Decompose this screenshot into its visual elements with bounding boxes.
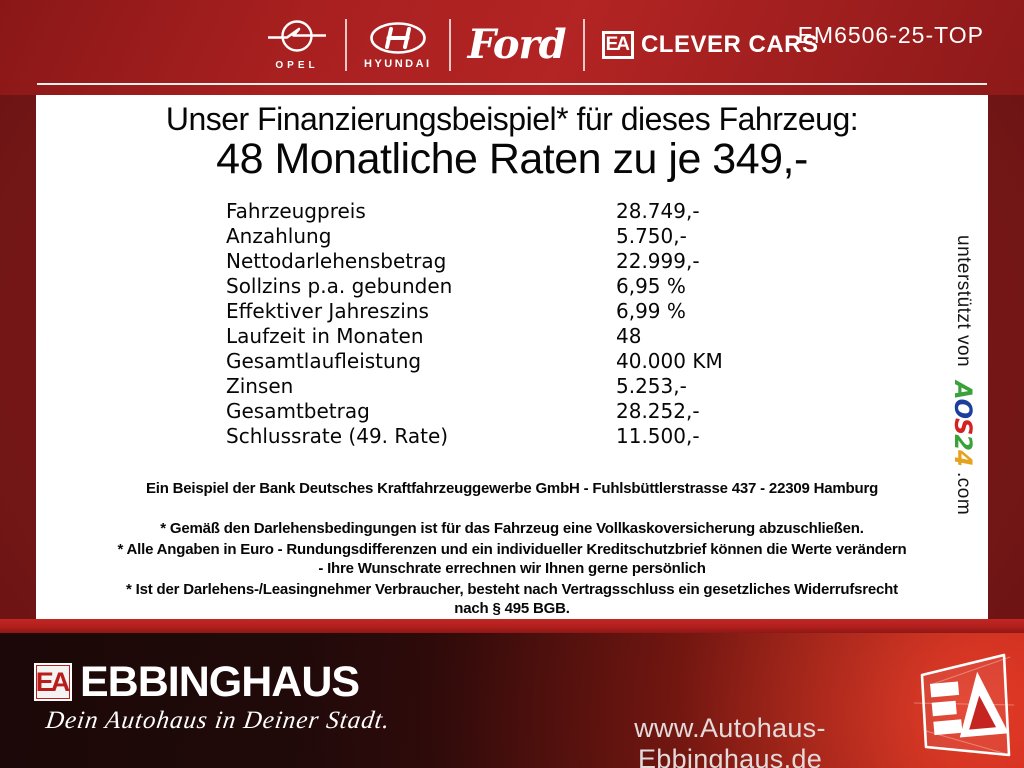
ea-badge-icon: EA bbox=[34, 663, 72, 701]
hyundai-h-icon bbox=[370, 21, 426, 54]
opel-logo: OPEL bbox=[266, 19, 328, 71]
table-row: Anzahlung 5.750,- bbox=[226, 224, 846, 249]
row-label: Sollzins p.a. gebunden bbox=[226, 274, 453, 298]
opel-wordmark: OPEL bbox=[275, 60, 319, 71]
disclaimer: * Alle Angaben in Euro - Rundungsdiffere… bbox=[36, 540, 988, 578]
supported-by-vertical: unterstützt von AOS24 .com bbox=[941, 235, 985, 535]
dealer-logo: EA EBBINGHAUS bbox=[34, 658, 360, 706]
opel-blitz-icon bbox=[268, 20, 326, 52]
row-label: Nettodarlehensbetrag bbox=[226, 249, 447, 273]
dealer-slogan: Dein Autohaus in Deiner Stadt. bbox=[44, 707, 393, 734]
ea-clever-cars-logo: EA CLEVER CARS bbox=[601, 31, 819, 59]
disclaimer-line: nach § 495 BGB. bbox=[454, 600, 570, 617]
table-row: Nettodarlehensbetrag 22.999,- bbox=[226, 249, 846, 274]
finance-table: Fahrzeugpreis 28.749,- Anzahlung 5.750,- N… bbox=[226, 199, 846, 449]
header-bar: OPEL HYUNDAI Ford bbox=[0, 0, 1024, 95]
row-value: 28.749,- bbox=[616, 199, 700, 223]
table-row: Schlussrate (49. Rate) 11.500,- bbox=[226, 424, 846, 449]
table-row: Effektiver Jahreszins 6,99 % bbox=[226, 299, 846, 324]
vehicle-code: EM6506-25-TOP bbox=[797, 22, 984, 48]
footer-bar: EA EBBINGHAUS Dein Autohaus in Deiner St… bbox=[0, 633, 1024, 768]
row-label: Schlussrate (49. Rate) bbox=[226, 424, 449, 448]
aos24-letter: 2 bbox=[949, 434, 977, 451]
disclaimer: * Gemäß den Darlehensbedingungen ist für… bbox=[36, 519, 988, 538]
aos24-letter: O bbox=[949, 398, 977, 419]
disclaimer-block: * Gemäß den Darlehensbedingungen ist für… bbox=[36, 519, 988, 620]
row-value: 5.253,- bbox=[616, 374, 687, 398]
ea-chip-icon: EA bbox=[601, 31, 634, 59]
table-row: Sollzins p.a. gebunden 6,95 % bbox=[226, 274, 846, 299]
table-row: Gesamtlaufleistung 40.000 KM bbox=[226, 349, 846, 374]
ford-logo: Ford bbox=[467, 19, 567, 71]
row-label: Gesamtbetrag bbox=[226, 399, 370, 423]
supported-by-label: unterstützt von bbox=[953, 235, 974, 368]
website-url: www.Autohaus-Ebbinghaus.de bbox=[634, 713, 826, 768]
table-row: Fahrzeugpreis 28.749,- bbox=[226, 199, 846, 224]
disclaimer: * Ist der Darlehens-/Leasingnehmer Verbr… bbox=[36, 580, 988, 618]
row-value: 22.999,- bbox=[616, 249, 700, 273]
brand-logo-row: OPEL HYUNDAI Ford bbox=[266, 14, 819, 76]
disclaimer-line: - Ihre Wunschrate errechnen wir Ihnen ge… bbox=[318, 560, 706, 577]
table-row: Zinsen 5.253,- bbox=[226, 374, 846, 399]
table-row: Gesamtbetrag 28.252,- bbox=[226, 399, 846, 424]
row-label: Fahrzeugpreis bbox=[226, 199, 366, 223]
ea-emblem-icon bbox=[913, 653, 1015, 757]
row-value: 48 bbox=[616, 324, 642, 348]
disclaimer-line: * Gemäß den Darlehensbedingungen ist für… bbox=[160, 520, 864, 537]
logo-divider bbox=[345, 19, 347, 71]
aos24-logo: AOS24 bbox=[949, 381, 977, 466]
aos24-letter: A bbox=[949, 381, 977, 399]
row-value: 5.750,- bbox=[616, 224, 687, 248]
ford-wordmark: Ford bbox=[467, 21, 567, 68]
header-divider-line bbox=[37, 83, 987, 85]
table-row: Laufzeit in Monaten 48 bbox=[226, 324, 846, 349]
row-label: Gesamtlaufleistung bbox=[226, 349, 422, 373]
logo-divider bbox=[448, 19, 451, 71]
finance-panel: Unser Finanzierungsbeispiel* für dieses … bbox=[36, 95, 988, 619]
dealer-name: EBBINGHAUS bbox=[80, 658, 360, 706]
hyundai-logo: HYUNDAI bbox=[364, 21, 432, 70]
row-label: Anzahlung bbox=[226, 224, 332, 248]
row-label: Effektiver Jahreszins bbox=[226, 299, 429, 323]
row-value: 6,99 % bbox=[616, 299, 686, 323]
row-value: 6,95 % bbox=[616, 274, 686, 298]
disclaimer-line: * Ist der Darlehens-/Leasingnehmer Verbr… bbox=[126, 581, 898, 598]
aos24-letter: S bbox=[949, 418, 977, 435]
row-label: Laufzeit in Monaten bbox=[226, 324, 424, 348]
aos24-letter: 4 bbox=[949, 450, 977, 466]
hyundai-wordmark: HYUNDAI bbox=[364, 57, 432, 70]
footer-red-strip bbox=[0, 619, 1024, 633]
finance-title: Unser Finanzierungsbeispiel* für dieses … bbox=[165, 101, 859, 137]
finance-subtitle: 48 Monatliche Raten zu je 349,- bbox=[216, 135, 808, 183]
aos24-domain-suffix: .com bbox=[953, 471, 974, 515]
row-value: 28.252,- bbox=[616, 399, 700, 423]
logo-divider bbox=[582, 19, 585, 71]
disclaimer-line: * Alle Angaben in Euro - Rundungsdiffere… bbox=[117, 541, 907, 558]
row-value: 11.500,- bbox=[616, 424, 700, 448]
row-value: 40.000 KM bbox=[616, 349, 723, 373]
row-label: Zinsen bbox=[226, 374, 294, 398]
clever-cars-wordmark: CLEVER CARS bbox=[640, 31, 819, 58]
bank-example-line: Ein Beispiel der Bank Deutsches Kraftfah… bbox=[145, 480, 879, 497]
